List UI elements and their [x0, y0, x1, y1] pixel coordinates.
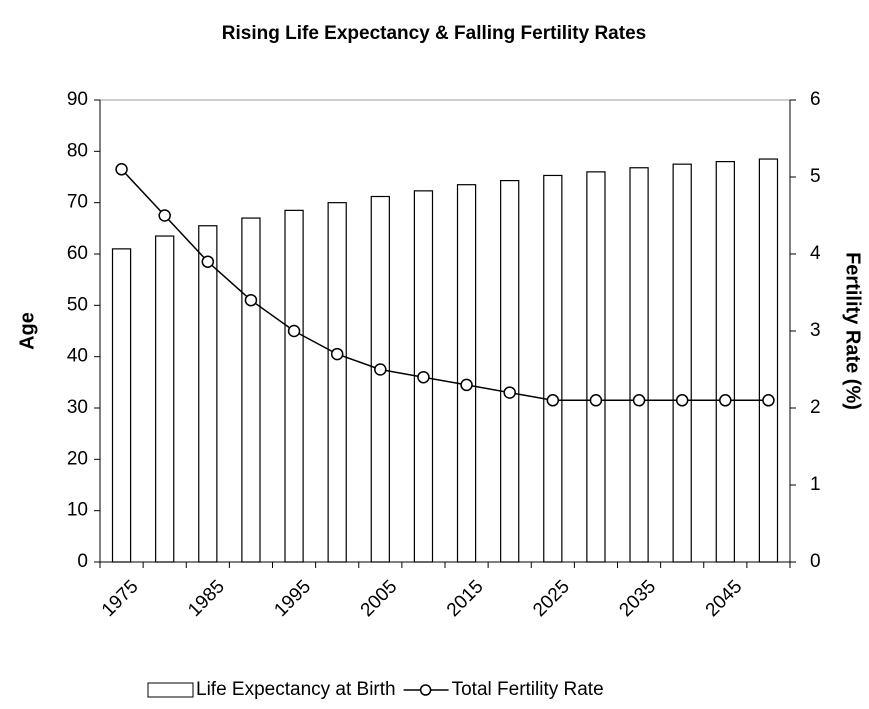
bar [672, 163, 692, 563]
line-marker [546, 394, 560, 407]
x-tick-label: 2015 [443, 576, 488, 621]
bar [327, 202, 347, 563]
y-tick-label: 20 [67, 448, 88, 469]
bar [543, 174, 563, 563]
bar [155, 235, 175, 563]
line-marker [287, 324, 301, 338]
y2-tick-label: 0 [810, 551, 821, 572]
bar [198, 225, 218, 563]
y-tick-label: 30 [67, 397, 88, 418]
x-tick-label: 1975 [98, 576, 143, 621]
bar [758, 158, 779, 563]
legend-marker [419, 684, 432, 696]
y-tick-label: 90 [67, 89, 88, 110]
line-marker [675, 394, 689, 407]
line-marker [374, 363, 387, 376]
y2-tick-label: 6 [810, 89, 821, 110]
line-marker [201, 255, 215, 268]
y2-tick-label: 1 [810, 474, 821, 495]
y2-tick-label: 4 [810, 243, 821, 264]
bar [629, 167, 649, 563]
x-tick-label: 2005 [357, 576, 402, 621]
line-marker [719, 394, 732, 407]
bar [111, 248, 132, 563]
line-marker [115, 163, 128, 176]
y-tick-label: 0 [77, 551, 88, 572]
line [121, 168, 769, 402]
bar [241, 217, 261, 563]
y2-tick-label: 5 [810, 166, 821, 187]
line-marker [417, 370, 430, 384]
bar [586, 171, 606, 563]
bar [456, 184, 477, 563]
bar [370, 195, 390, 563]
y-tick-label: 60 [67, 243, 88, 264]
bar [500, 179, 520, 563]
x-tick-label: 2025 [529, 576, 574, 621]
y2-tick-label: 2 [810, 397, 821, 418]
y-tick-label: 50 [67, 294, 88, 315]
x-tick-label: 1995 [270, 576, 315, 621]
bar [284, 209, 304, 563]
y-tick-label: 40 [67, 346, 88, 367]
line-marker [158, 209, 171, 222]
y-axis-title: Age [16, 312, 38, 350]
bar [715, 161, 735, 563]
legend-label: Total Fertility Rate [452, 679, 604, 700]
x-tick-label: 1985 [184, 576, 229, 621]
legend-swatch [147, 682, 194, 698]
y-tick-label: 70 [67, 192, 88, 213]
line-marker [330, 347, 344, 361]
x-tick-label: 2035 [615, 576, 660, 621]
y-tick-label: 80 [67, 140, 88, 161]
y2-axis-title: Fertility Rate (%) [842, 252, 864, 410]
y-tick-label: 10 [67, 500, 88, 521]
chart-title: Rising Life Expectancy & Falling Fertili… [222, 23, 646, 44]
line-marker [244, 293, 258, 307]
x-tick-label: 2045 [702, 576, 747, 621]
y2-tick-label: 3 [810, 320, 821, 341]
line-marker [762, 394, 775, 407]
legend-label: Life Expectancy at Birth [196, 679, 396, 700]
line-marker [503, 386, 516, 399]
line-marker [589, 394, 603, 407]
line-marker [632, 394, 646, 407]
line-marker [460, 378, 473, 392]
